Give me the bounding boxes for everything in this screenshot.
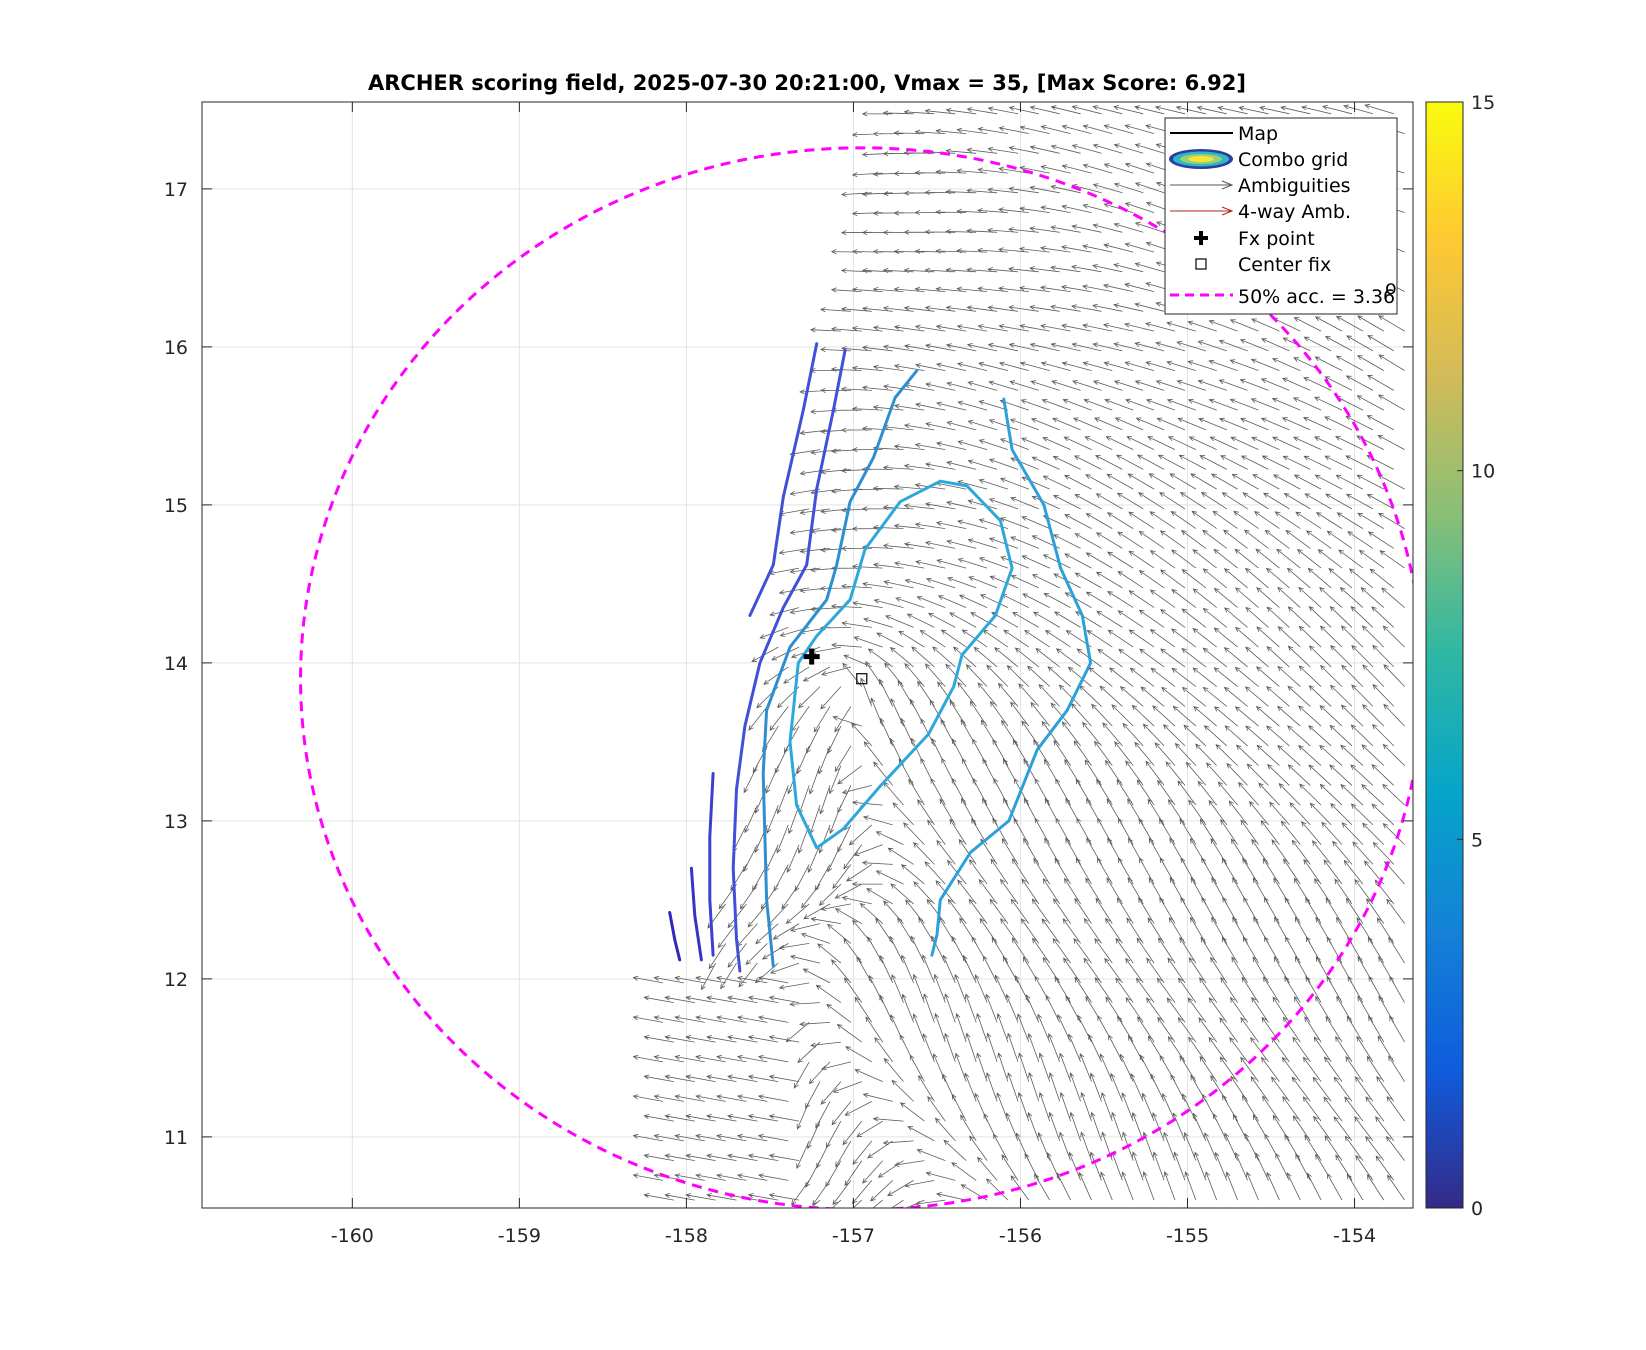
accuracy-circle-layer — [299, 146, 1413, 1208]
legend-4way-swatch — [1170, 206, 1234, 216]
x-tick-label: -158 — [665, 1225, 708, 1247]
legend-map-label: Map — [1238, 123, 1278, 145]
colorbar-gradient — [1425, 101, 1464, 1209]
fx-point-marker — [803, 648, 820, 665]
colorbar-tick-label: 10 — [1471, 461, 1495, 483]
ambiguity-arrows — [632, 103, 1405, 1208]
legend-center-fix-swatch — [1195, 258, 1207, 270]
legend-accuracy-label: 50% acc. = 3.36 — [1238, 286, 1395, 308]
y-tick-label: 16 — [164, 337, 188, 359]
x-axis-ticks: -160 -159 -158 -157 -156 -155 -154 — [331, 102, 1376, 1247]
contour-line — [708, 772, 715, 957]
legend-ambiguities-label: Ambiguities — [1238, 175, 1351, 197]
x-tick-label: -156 — [999, 1225, 1042, 1247]
y-tick-label: 14 — [164, 653, 188, 675]
colorbar-ticks: 0 5 10 15 — [1457, 92, 1495, 1220]
legend-4way-label: 4-way Amb. — [1238, 201, 1351, 223]
y-tick-label: 17 — [164, 179, 188, 201]
plot-frame — [201, 101, 1414, 1209]
accuracy-circle — [299, 146, 1413, 1208]
legend-fx-point-swatch — [1194, 231, 1208, 245]
legend-ambiguities-swatch — [1170, 180, 1234, 190]
colorbar: 0 5 10 15 — [1425, 92, 1495, 1220]
colorbar-tick-label: 0 — [1471, 1198, 1483, 1220]
y-tick-label: 12 — [164, 969, 188, 991]
y-tick-label: 13 — [164, 811, 188, 833]
x-tick-label: -155 — [1166, 1225, 1209, 1247]
legend-combo-grid-swatch — [1169, 149, 1233, 169]
fix-markers — [803, 648, 868, 685]
contour-line — [748, 342, 819, 617]
center-fix-marker — [856, 673, 868, 685]
legend-combo-grid-label: Combo grid — [1238, 149, 1348, 171]
x-tick-label: -160 — [331, 1225, 374, 1247]
colorbar-tick-label: 15 — [1471, 92, 1495, 114]
contour-line — [731, 348, 847, 973]
legend-fx-point-label: Fx point — [1238, 228, 1315, 250]
chart-title: ARCHER scoring field, 2025-07-30 20:21:0… — [368, 71, 1246, 95]
y-tick-label: 15 — [164, 495, 188, 517]
x-tick-label: -154 — [1333, 1225, 1376, 1247]
grid — [202, 102, 1413, 1208]
x-tick-label: -157 — [832, 1225, 875, 1247]
contour-line — [761, 369, 919, 968]
legend-center-fix-label: Center fix — [1238, 254, 1331, 276]
y-axis-ticks: 11 12 13 14 15 16 17 — [164, 179, 1413, 1149]
contour-line — [668, 911, 682, 962]
contour-line — [788, 479, 1014, 850]
legend-accuracy-degree: o — [1385, 277, 1397, 299]
contour-line — [689, 866, 703, 962]
x-tick-label: -159 — [498, 1225, 541, 1247]
combo-grid-contours — [668, 342, 1093, 973]
colorbar-tick-label: 5 — [1471, 829, 1483, 851]
y-tick-label: 11 — [164, 1127, 188, 1149]
ambiguity-arrow-field — [632, 103, 1405, 1208]
legend: Map Combo grid Ambiguities 4-way Amb. Fx… — [1164, 117, 1398, 315]
contour-line — [930, 397, 1093, 957]
